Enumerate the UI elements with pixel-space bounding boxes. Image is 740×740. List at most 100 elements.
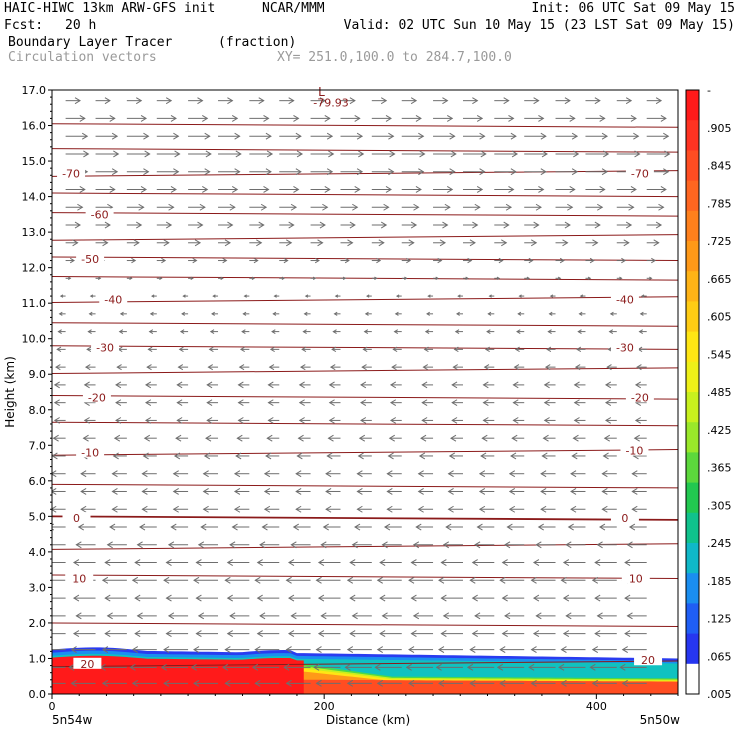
vector-head [202,470,209,478]
vector-head [327,434,334,442]
circulation-vector [209,329,219,334]
circulation-vector [351,612,372,620]
circulation-vector [433,97,449,105]
vector-head [624,630,631,638]
contour-label-background [620,444,649,456]
circulation-vector [212,294,219,298]
vector-head [97,276,102,281]
circulation-vector [366,294,372,298]
vector-head [59,294,64,298]
circulation-vector [340,257,350,264]
vector-head [304,294,309,298]
circulation-vector [565,612,586,620]
circulation-vector [469,576,495,584]
colorbar-swatch [686,361,699,393]
vector-head [631,470,638,478]
vector-head [394,311,399,316]
circulation-vector [65,114,86,122]
vector-head [607,346,613,353]
circulation-vector [95,132,119,140]
vector-head [418,132,425,140]
vector-head [136,541,143,549]
colorbar-tick-label: .245 [707,537,732,550]
circulation-vector [202,470,219,478]
circulation-vector [165,594,189,602]
circulation-vector [530,646,556,654]
circulation-vector [585,203,604,211]
contour-label: 20 [641,654,655,667]
circulation-vector [82,434,96,442]
vector-head [298,399,305,407]
circulation-vector [555,276,562,281]
circulation-vector [249,168,272,176]
vector-head [143,132,150,140]
vector-head [541,150,548,158]
circulation-vector [417,505,434,513]
vector-head [84,364,91,371]
vector-head [136,612,143,620]
vector-head [149,311,154,316]
vector-head [506,523,513,531]
circulation-vector [134,630,157,638]
contour-label: -40 [616,294,634,307]
circulation-vector [160,663,189,671]
vector-head [101,646,109,654]
vector-head [547,329,552,334]
circulation-vector [585,97,601,105]
circulation-vector [243,294,250,298]
vector-head [567,523,574,531]
circulation-vector [513,364,525,371]
circulation-vector [310,186,331,193]
vector-head [417,505,424,513]
circulation-vector [494,203,513,211]
circulation-vector [371,221,388,229]
vector-head [227,221,234,229]
circulation-vector [95,186,116,193]
vector-head [346,646,354,654]
circulation-vector [371,114,392,122]
circulation-vector [351,541,372,549]
circulation-vector [320,541,341,549]
circulation-vector [453,346,463,353]
vector-head [565,541,572,549]
vector-head [419,150,426,158]
vector-head [193,646,200,654]
circulation-vector [389,399,402,407]
circulation-vector [328,381,341,389]
circulation-vector [139,523,157,531]
vector-head [290,541,297,549]
temperature-contour [52,322,678,327]
vector-head [111,132,119,140]
circulation-vector [433,168,456,176]
vector-head [235,452,242,460]
circulation-vector [518,294,525,298]
circulation-vector [512,417,525,424]
vector-head [145,417,152,424]
circulation-vector [381,541,402,549]
circulation-vector [65,203,84,211]
vector-head [631,488,638,495]
circulation-vector [510,452,525,460]
vector-head [623,239,630,247]
circulation-vector [476,523,495,531]
circulation-vector [129,663,157,671]
vector-head [328,399,335,407]
circulation-vector [501,630,525,638]
circulation-vector [405,663,434,671]
colorbar-swatch [686,392,699,423]
vector-head [68,663,75,671]
vector-head [572,434,579,442]
vector-head [167,612,175,620]
vector-head [601,168,609,176]
colorbar-swatch [686,301,699,333]
contour-label-background [57,167,86,179]
circulation-vector [401,221,418,229]
vector-head [285,646,292,654]
circulation-vector [256,630,280,638]
vector-head [486,329,491,334]
colorbar-frame [685,89,700,695]
vector-head [44,560,49,566]
vector-head [231,186,239,193]
circulation-vector [616,221,633,229]
vector-head [102,239,109,247]
